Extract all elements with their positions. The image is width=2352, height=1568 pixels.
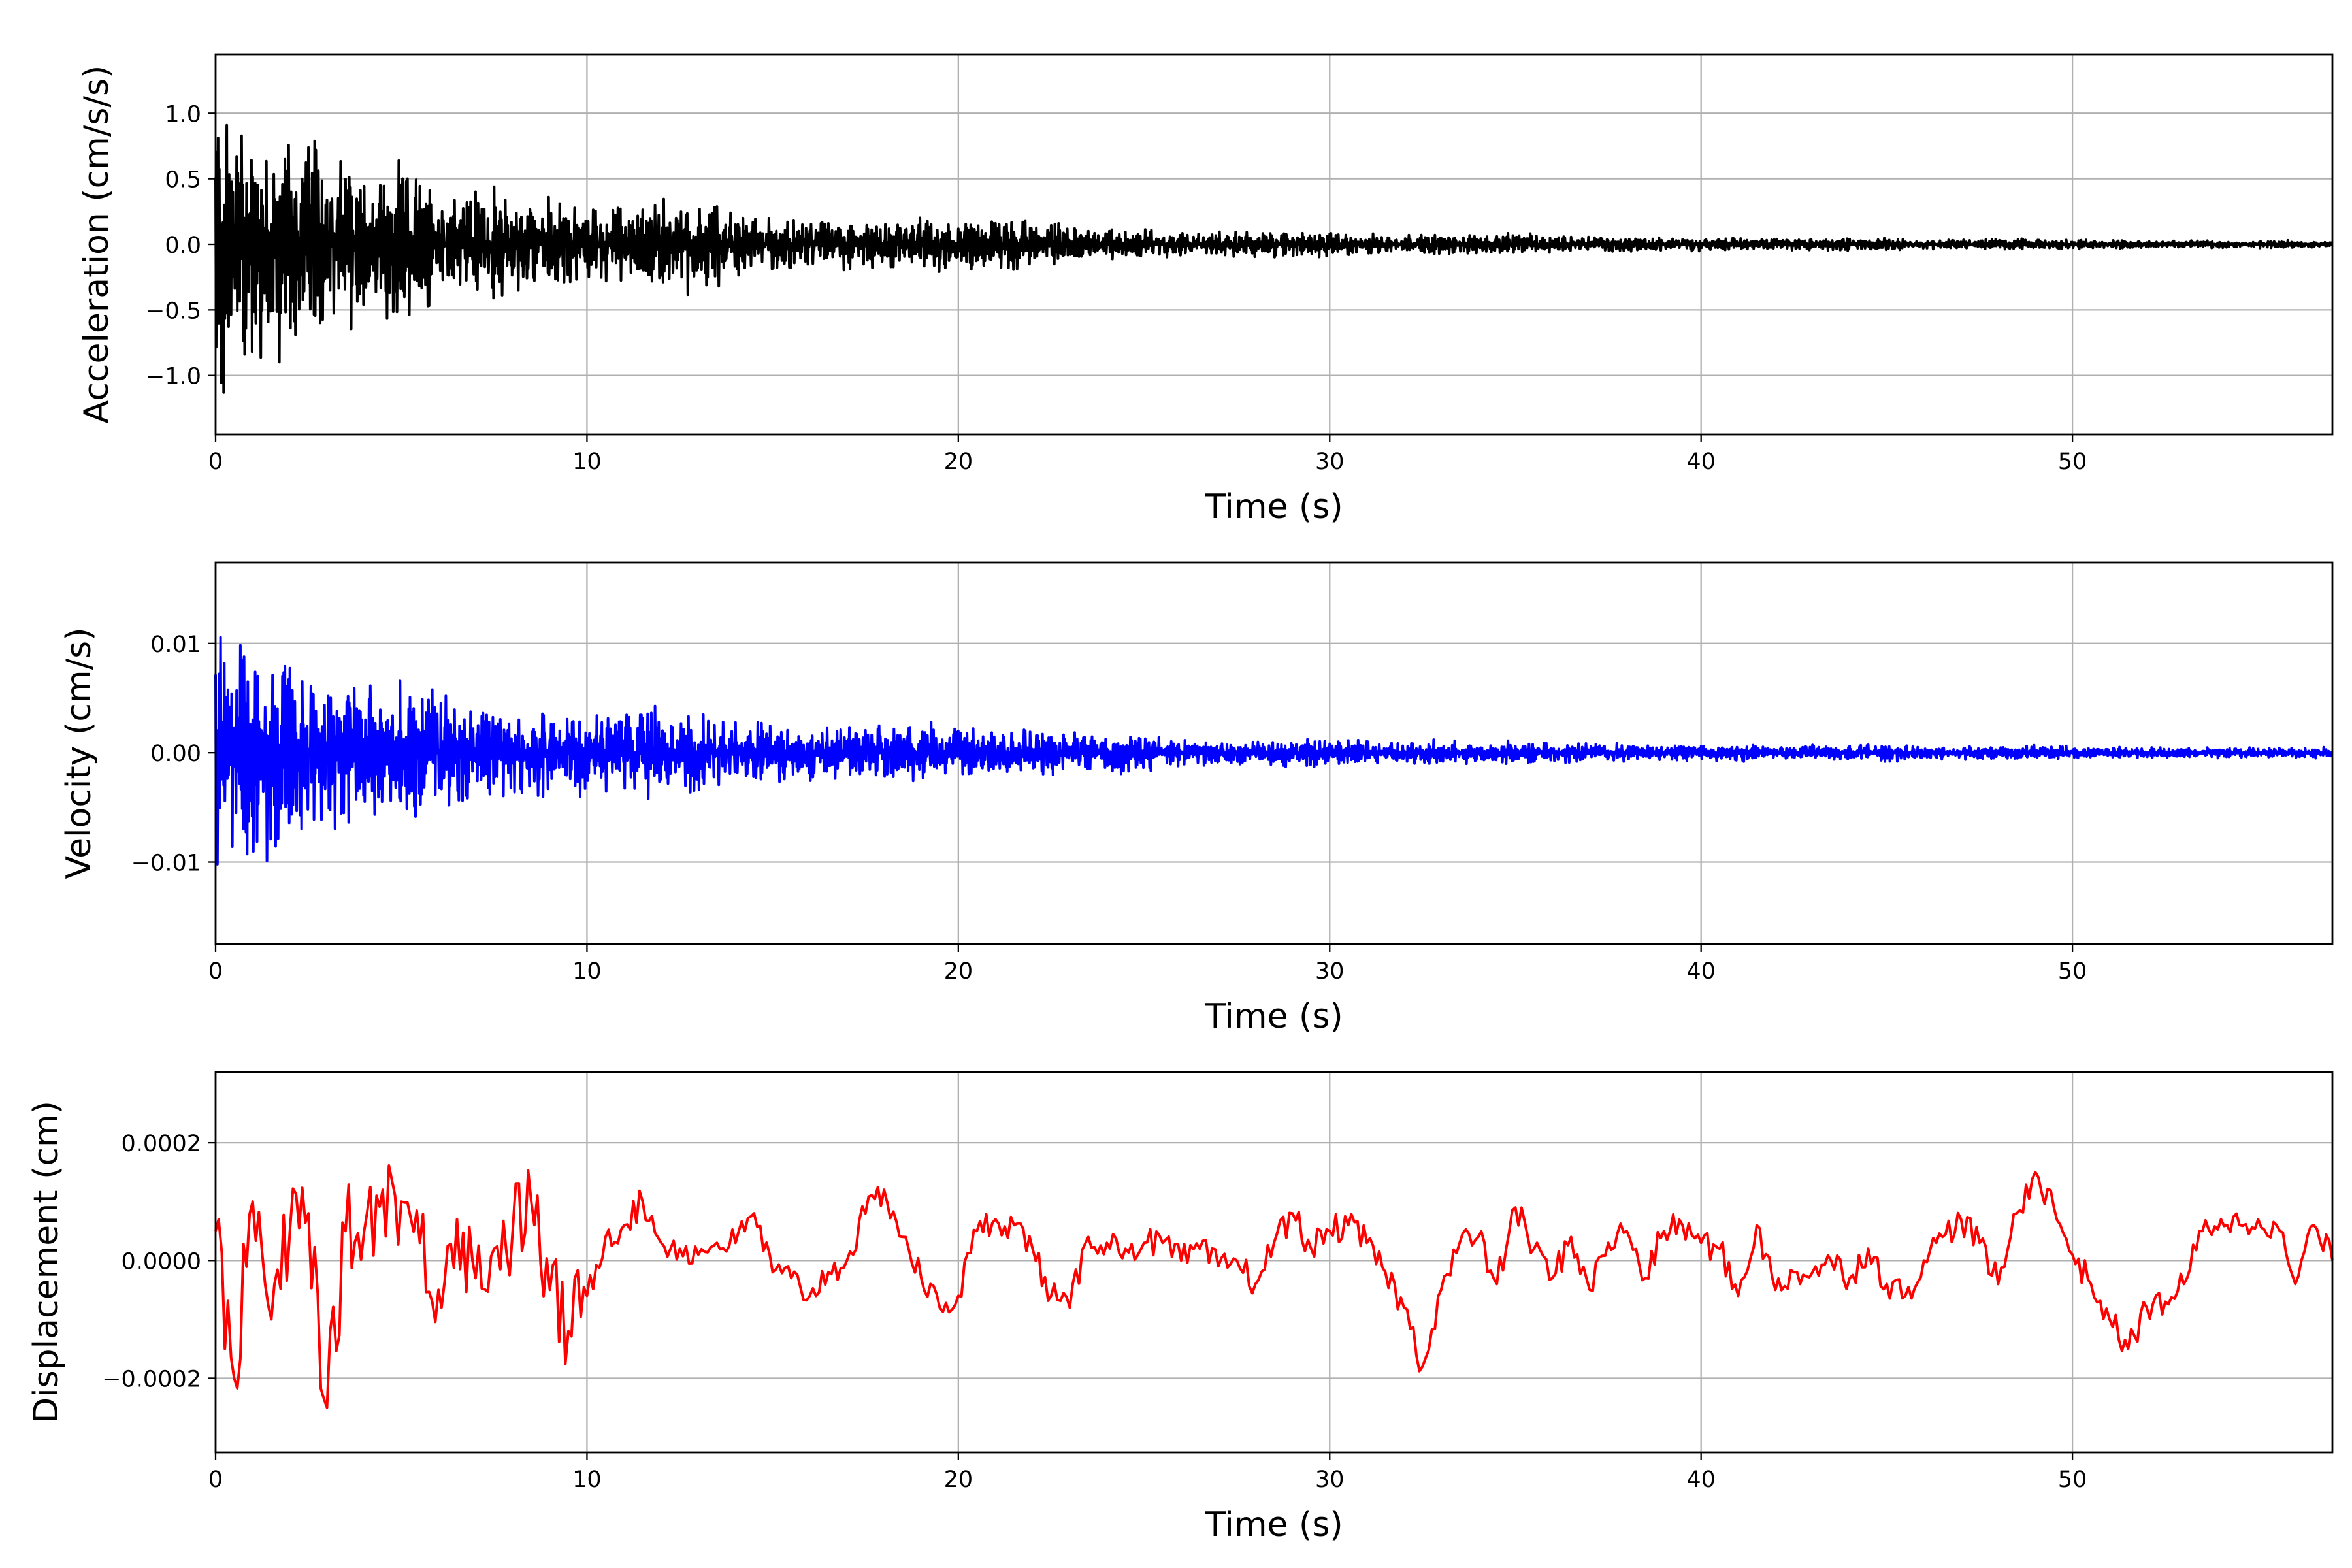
x-tick-label: 0 [208, 958, 223, 985]
chart-panel-3: 0 10 20 30 40 50 −0.0002 0.0000 0.0002 Time (s) Di… [27, 1071, 2334, 1544]
x-axis-label: Time (s) [1204, 997, 1343, 1036]
y-tick-label: 0.00 [150, 741, 201, 767]
x-tick-label: 40 [1686, 1467, 1716, 1493]
y-tick-label: 0.0000 [122, 1249, 201, 1275]
data-series-line [214, 123, 2333, 394]
x-tick-label: 20 [944, 449, 973, 475]
chart-panel-2: 0 10 20 30 40 50 −0.01 0.00 0.01 Time (s) Velocity… [59, 561, 2334, 1036]
x-tick-label: 30 [1315, 958, 1345, 985]
chart-panel-1: 0 10 20 30 40 50 −1.0 −0.5 0.0 0.5 1.0 Time (s) Acce… [77, 53, 2334, 527]
y-tick-label: −1.0 [146, 364, 201, 390]
x-tick-label: 20 [944, 1467, 973, 1493]
x-tick-label: 0 [208, 449, 223, 475]
y-tick-label: 0.0002 [122, 1131, 201, 1157]
x-tick-label: 20 [944, 958, 973, 985]
y-tick-label: −0.0002 [102, 1366, 201, 1392]
x-tick-label: 0 [208, 1467, 223, 1493]
y-axis-label: Acceleration (cm/s/s) [77, 65, 116, 424]
x-tick-label: 30 [1315, 449, 1345, 475]
x-axis-label: Time (s) [1204, 487, 1343, 527]
x-tick-label: 40 [1686, 449, 1716, 475]
y-tick-label: −0.5 [146, 298, 201, 324]
x-tick-label: 10 [572, 958, 602, 985]
data-series-line [214, 1164, 2334, 1409]
x-tick-label: 40 [1686, 958, 1716, 985]
y-tick-label: −0.01 [131, 850, 201, 876]
y-tick-label: 0.5 [165, 167, 201, 193]
x-tick-label: 10 [572, 449, 602, 475]
x-tick-label: 30 [1315, 1467, 1345, 1493]
y-tick-label: 1.0 [165, 101, 201, 127]
data-series-line [214, 636, 2333, 866]
x-tick-label: 50 [2058, 449, 2087, 475]
y-axis-label: Velocity (cm/s) [59, 628, 99, 879]
x-axis-label: Time (s) [1204, 1505, 1343, 1544]
axes-frame [214, 1071, 2334, 1454]
y-tick-label: 0.01 [150, 632, 201, 658]
y-axis-label: Displacement (cm) [27, 1101, 66, 1424]
x-tick-label: 50 [2058, 958, 2087, 985]
x-tick-label: 10 [572, 1467, 602, 1493]
y-tick-label: 0.0 [165, 233, 201, 259]
x-tick-label: 50 [2058, 1467, 2087, 1493]
